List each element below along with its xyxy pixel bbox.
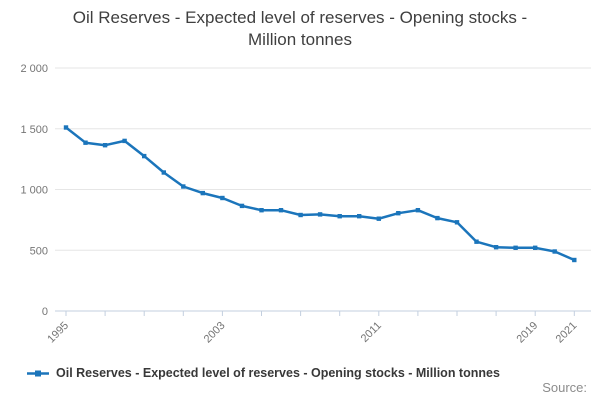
data-point-marker [474, 239, 479, 244]
data-point-marker [259, 208, 264, 213]
chart-title-line1: Oil Reserves - Expected level of reserve… [72, 8, 528, 27]
y-axis-tick-label: 0 [42, 306, 48, 318]
data-point-marker [142, 153, 147, 159]
data-point-marker [63, 125, 69, 130]
data-point-marker [435, 215, 440, 221]
data-point-marker [181, 184, 186, 189]
data-point-marker [220, 195, 225, 201]
data-point-marker [357, 214, 362, 219]
data-line [64, 126, 576, 262]
x-axis-tick-label: 2019 [515, 320, 541, 346]
data-point-marker [552, 249, 557, 254]
data-point-marker [200, 190, 205, 196]
chart-title-line2: Million tonnes [248, 30, 352, 49]
x-axis-tick-label: 2003 [202, 320, 228, 346]
y-axis-tick-label: 1 500 [20, 124, 48, 136]
x-axis-tick-label: 1995 [45, 320, 71, 346]
line-chart-plot-area: 0 500 1 000 1 500 2 000 1995 2003 2011 2019 2021 [20, 63, 591, 346]
data-point-marker [337, 214, 342, 219]
x-axis-tick-label: 2011 [359, 320, 384, 345]
y-axis-tick-label: 2 000 [20, 63, 48, 75]
data-point-marker [415, 208, 421, 213]
data-point-marker [161, 170, 166, 175]
data-point-marker [317, 212, 323, 217]
data-point-marker [83, 140, 88, 145]
chart-title: Oil Reserves - Expected level of reserve… [0, 7, 600, 51]
data-point-marker [102, 143, 108, 148]
y-axis-tick-label: 1 000 [20, 185, 48, 197]
data-point-marker [396, 211, 401, 216]
data-point-marker [533, 245, 538, 250]
data-point-marker [278, 208, 284, 213]
data-point-marker [298, 212, 303, 218]
legend: Oil Reserves - Expected level of reserve… [27, 366, 500, 380]
legend-label: Oil Reserves - Expected level of reserve… [56, 366, 500, 380]
data-point-marker [513, 245, 518, 250]
source-label: Source: [542, 380, 587, 395]
data-point-marker [376, 216, 381, 221]
data-point-marker [454, 220, 460, 225]
legend-line-marker-icon [27, 370, 49, 376]
data-point-marker [239, 203, 245, 209]
x-axis-tick-label: 2021 [554, 320, 580, 346]
y-axis-tick-label: 500 [30, 245, 48, 257]
data-point-marker [572, 257, 577, 263]
data-point-marker [493, 245, 499, 250]
data-point-marker [122, 138, 127, 144]
